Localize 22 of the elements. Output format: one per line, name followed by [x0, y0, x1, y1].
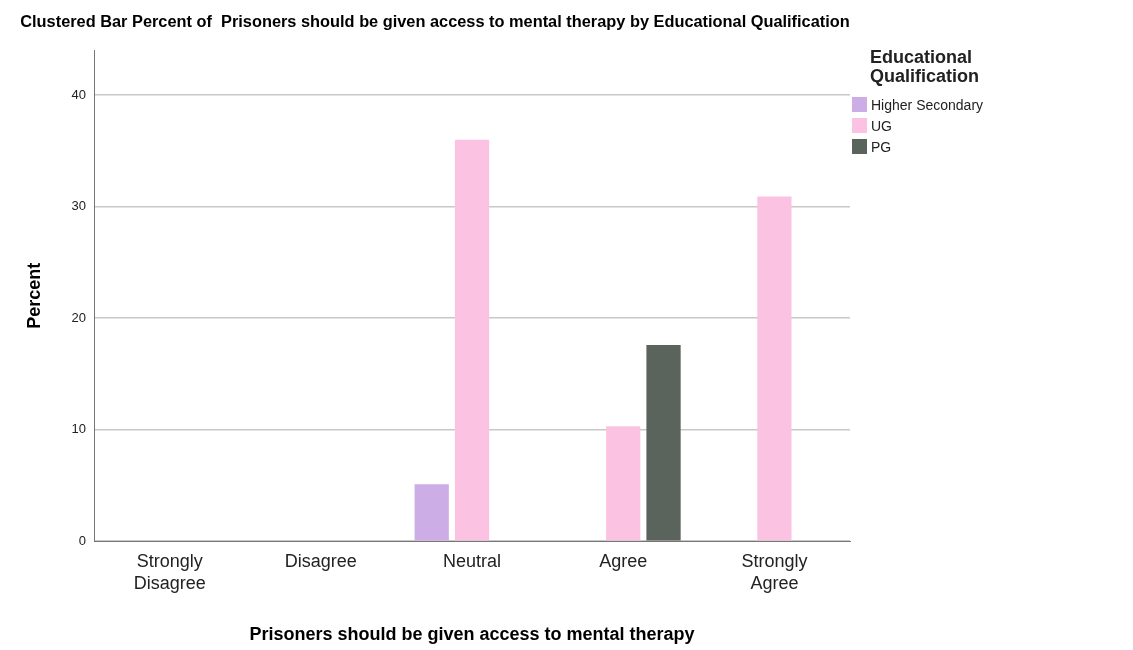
x-tick-label: Agree — [599, 550, 648, 571]
bar — [606, 426, 641, 541]
x-tick-label: Strongly Agree — [741, 550, 808, 593]
y-tick-label: 0 — [78, 532, 87, 548]
legend-label: UG — [871, 117, 892, 134]
x-tick-label: Strongly Disagree — [133, 550, 206, 593]
y-tick-label: 40 — [71, 86, 87, 102]
legend-label: PG — [871, 138, 892, 155]
x-tick-label: Disagree — [284, 550, 357, 571]
chart-title: Clustered Bar Percent of Prisoners should be given access to mental therapy by Educational Qualification — [20, 11, 850, 31]
legend-title: Educational Qualification — [870, 47, 980, 86]
x-tick-label: Neutral — [443, 550, 502, 571]
y-tick-label: 10 — [71, 421, 87, 437]
bar — [646, 344, 681, 541]
y-axis-title: Percent — [23, 262, 44, 329]
y-tick-label: 30 — [71, 198, 87, 214]
y-tick-label: 20 — [71, 309, 87, 325]
bar — [414, 484, 449, 541]
x-axis-title: Prisoners should be given access to mental therapy — [249, 624, 695, 645]
legend-label: Higher Secondary — [871, 96, 984, 113]
bar — [454, 139, 490, 541]
bar — [757, 196, 792, 541]
